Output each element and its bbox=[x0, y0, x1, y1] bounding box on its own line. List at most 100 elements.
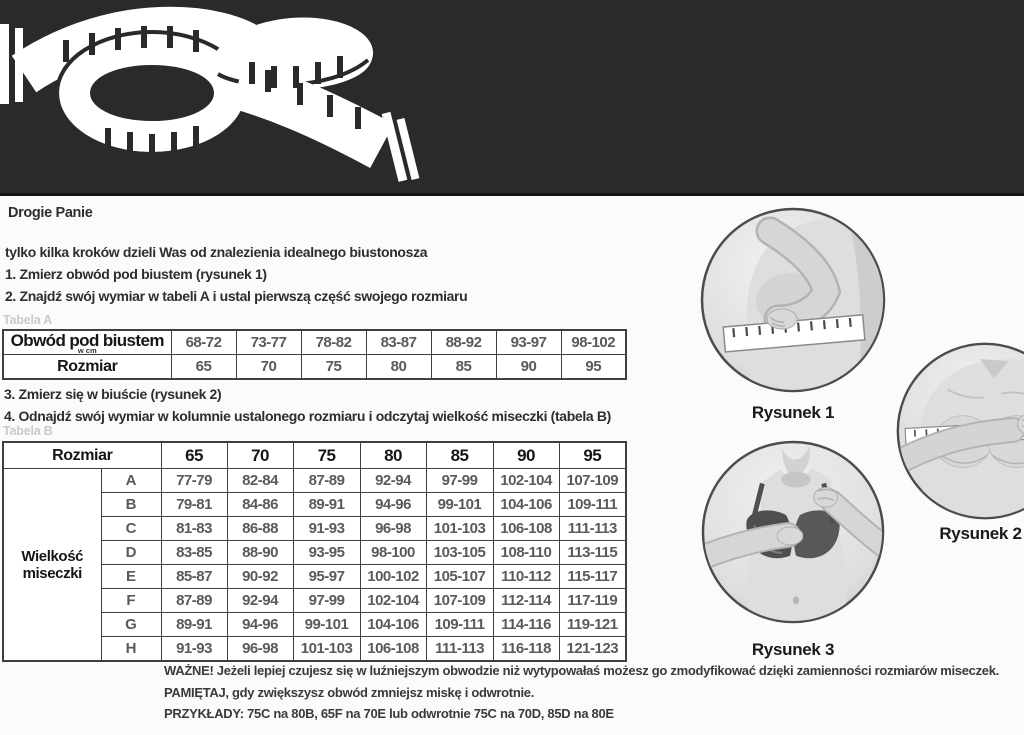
range-cell: 99-101 bbox=[292, 612, 361, 637]
range-cell: 99-101 bbox=[425, 492, 494, 517]
size-row-label: Rozmiar bbox=[2, 354, 172, 380]
range-cell: 84-86 bbox=[226, 492, 294, 517]
table-a-row-rozmiar: Rozmiar 65 70 75 80 85 90 95 bbox=[2, 354, 627, 380]
value-cell: 73-77 bbox=[235, 329, 302, 355]
range-cell: 111-113 bbox=[558, 516, 627, 541]
range-cell: 96-98 bbox=[226, 636, 294, 662]
range-cell: 103-105 bbox=[425, 540, 494, 565]
range-cell: 106-108 bbox=[492, 516, 560, 541]
size-header-cell: 80 bbox=[359, 441, 427, 469]
note-important: WAŻNE! Jeżeli lepiej czujesz się w luźni… bbox=[164, 663, 999, 678]
cup-letter-cell: H bbox=[100, 636, 162, 662]
cup-letter-cell: B bbox=[100, 492, 162, 517]
range-cell: 114-116 bbox=[492, 612, 560, 637]
intro-steps-3-4: 3. Zmierz się w biuście (rysunek 2) 4. O… bbox=[4, 383, 611, 427]
range-cell: 89-91 bbox=[292, 492, 361, 517]
range-cell: 112-114 bbox=[492, 588, 560, 613]
top-banner bbox=[0, 0, 1024, 196]
range-cell: 96-98 bbox=[359, 516, 427, 541]
range-cell: 77-79 bbox=[160, 468, 228, 493]
underbust-unit-label: w cm bbox=[77, 346, 97, 355]
range-cell: 119-121 bbox=[558, 612, 627, 637]
range-cell: 90-92 bbox=[226, 564, 294, 589]
value-cell: 93-97 bbox=[495, 329, 562, 355]
range-cell: 91-93 bbox=[292, 516, 361, 541]
range-cell: 110-112 bbox=[492, 564, 560, 589]
step-3: 3. Zmierz się w biuście (rysunek 2) bbox=[4, 386, 222, 402]
value-cell: 95 bbox=[560, 354, 627, 380]
greeting-title: Drogie Panie bbox=[8, 205, 93, 221]
table-b-caption: Tabela B bbox=[3, 424, 53, 438]
range-cell: 79-81 bbox=[160, 492, 228, 517]
range-cell: 116-118 bbox=[492, 636, 560, 662]
figure-3-bra-fitting-illustration bbox=[701, 440, 885, 624]
value-cell: 65 bbox=[170, 354, 237, 380]
cup-letter-cell: G bbox=[100, 612, 162, 637]
cup-letter-cell: F bbox=[100, 588, 162, 613]
table-b-cup-sizes: Rozmiar 65 70 75 80 85 90 95 Wielkość miseczki… bbox=[2, 441, 628, 662]
range-cell: 111-113 bbox=[425, 636, 494, 662]
value-cell: 88-92 bbox=[430, 329, 497, 355]
note-remember: PAMIĘTAJ, gdy zwiększysz obwód zmniejsz … bbox=[164, 684, 535, 700]
range-cell: 100-102 bbox=[359, 564, 427, 589]
value-cell: 83-87 bbox=[365, 329, 432, 355]
value-cell: 78-82 bbox=[300, 329, 367, 355]
intro-steps-1-2: tylko kilka kroków dzieli Was od znalezi… bbox=[5, 241, 468, 307]
cup-row-C: C 81-83 86-88 91-93 96-98 101-103 106-108 111-1… bbox=[3, 516, 627, 541]
range-cell: 98-100 bbox=[359, 540, 427, 565]
range-cell: 102-104 bbox=[359, 588, 427, 613]
range-cell: 95-97 bbox=[292, 564, 361, 589]
range-cell: 94-96 bbox=[359, 492, 427, 517]
cup-letter-cell: C bbox=[100, 516, 162, 541]
range-cell: 101-103 bbox=[292, 636, 361, 662]
range-cell: 82-84 bbox=[226, 468, 294, 493]
range-cell: 106-108 bbox=[359, 636, 427, 662]
range-cell: 101-103 bbox=[425, 516, 494, 541]
range-cell: 87-89 bbox=[292, 468, 361, 493]
range-cell: 102-104 bbox=[492, 468, 560, 493]
range-cell: 97-99 bbox=[425, 468, 494, 493]
table-b-body: Wielkość miseczki A 77-79 82-84 87-89 92-94 97… bbox=[2, 468, 627, 662]
range-cell: 109-111 bbox=[558, 492, 627, 517]
table-b-header-row: Rozmiar 65 70 75 80 85 90 95 bbox=[2, 441, 627, 469]
value-cell: 98-102 bbox=[560, 329, 627, 355]
range-cell: 88-90 bbox=[226, 540, 294, 565]
range-cell: 107-109 bbox=[558, 468, 627, 493]
figure-2-label: Rysunek 2 bbox=[939, 524, 1022, 543]
range-cell: 89-91 bbox=[160, 612, 228, 637]
range-cell: 91-93 bbox=[160, 636, 228, 662]
range-cell: 94-96 bbox=[226, 612, 294, 637]
underbust-label: Obwód pod biustem bbox=[10, 331, 165, 350]
value-cell: 75 bbox=[300, 354, 367, 380]
cup-row-G: G 89-91 94-96 99-101 104-106 109-111 114-116 11… bbox=[3, 612, 627, 637]
range-cell: 109-111 bbox=[425, 612, 494, 637]
range-cell: 83-85 bbox=[160, 540, 228, 565]
step-1: 1. Zmierz obwód pod biustem (rysunek 1) bbox=[5, 266, 267, 282]
range-cell: 107-109 bbox=[425, 588, 494, 613]
value-cell: 68-72 bbox=[170, 329, 237, 355]
range-cell: 86-88 bbox=[226, 516, 294, 541]
size-header-cell: 75 bbox=[292, 441, 361, 469]
range-cell: 93-95 bbox=[292, 540, 361, 565]
cup-row-E: E 85-87 90-92 95-97 100-102 105-107 110-112 115… bbox=[3, 564, 627, 589]
size-header-cell: 90 bbox=[492, 441, 560, 469]
range-cell: 115-117 bbox=[558, 564, 627, 589]
cup-row-H: H 91-93 96-98 101-103 106-108 111-113 116-118 1… bbox=[3, 636, 627, 662]
range-cell: 117-119 bbox=[558, 588, 627, 613]
footnotes: WAŻNE! Jeżeli lepiej czujesz się w luźni… bbox=[164, 660, 999, 725]
step-2: 2. Znajdź swój wymiar w tabeli A i ustal… bbox=[5, 288, 468, 304]
range-cell: 92-94 bbox=[359, 468, 427, 493]
underbust-header-cell: Obwód pod biustem w cm bbox=[2, 329, 172, 355]
measuring-tape-icon bbox=[0, 6, 420, 182]
cup-row-A: Wielkość miseczki A 77-79 82-84 87-89 92-94 97… bbox=[2, 468, 627, 662]
figure-2-bust-measurement-illustration bbox=[896, 342, 1024, 520]
figure-3-label: Rysunek 3 bbox=[751, 640, 835, 659]
table-a-caption: Tabela A bbox=[3, 313, 53, 327]
range-cell: 104-106 bbox=[492, 492, 560, 517]
intro-line: tylko kilka kroków dzieli Was od znalezi… bbox=[5, 244, 428, 260]
note-examples: PRZYKŁADY: 75C na 80B, 65F na 70E lub od… bbox=[164, 706, 614, 721]
size-header-cell: 85 bbox=[425, 441, 494, 469]
cup-row-B: B 79-81 84-86 89-91 94-96 99-101 104-106 109-11… bbox=[3, 492, 627, 517]
table-a-underbust-sizes: Obwód pod biustem w cm 68-72 73-77 78-82 83… bbox=[2, 329, 627, 380]
